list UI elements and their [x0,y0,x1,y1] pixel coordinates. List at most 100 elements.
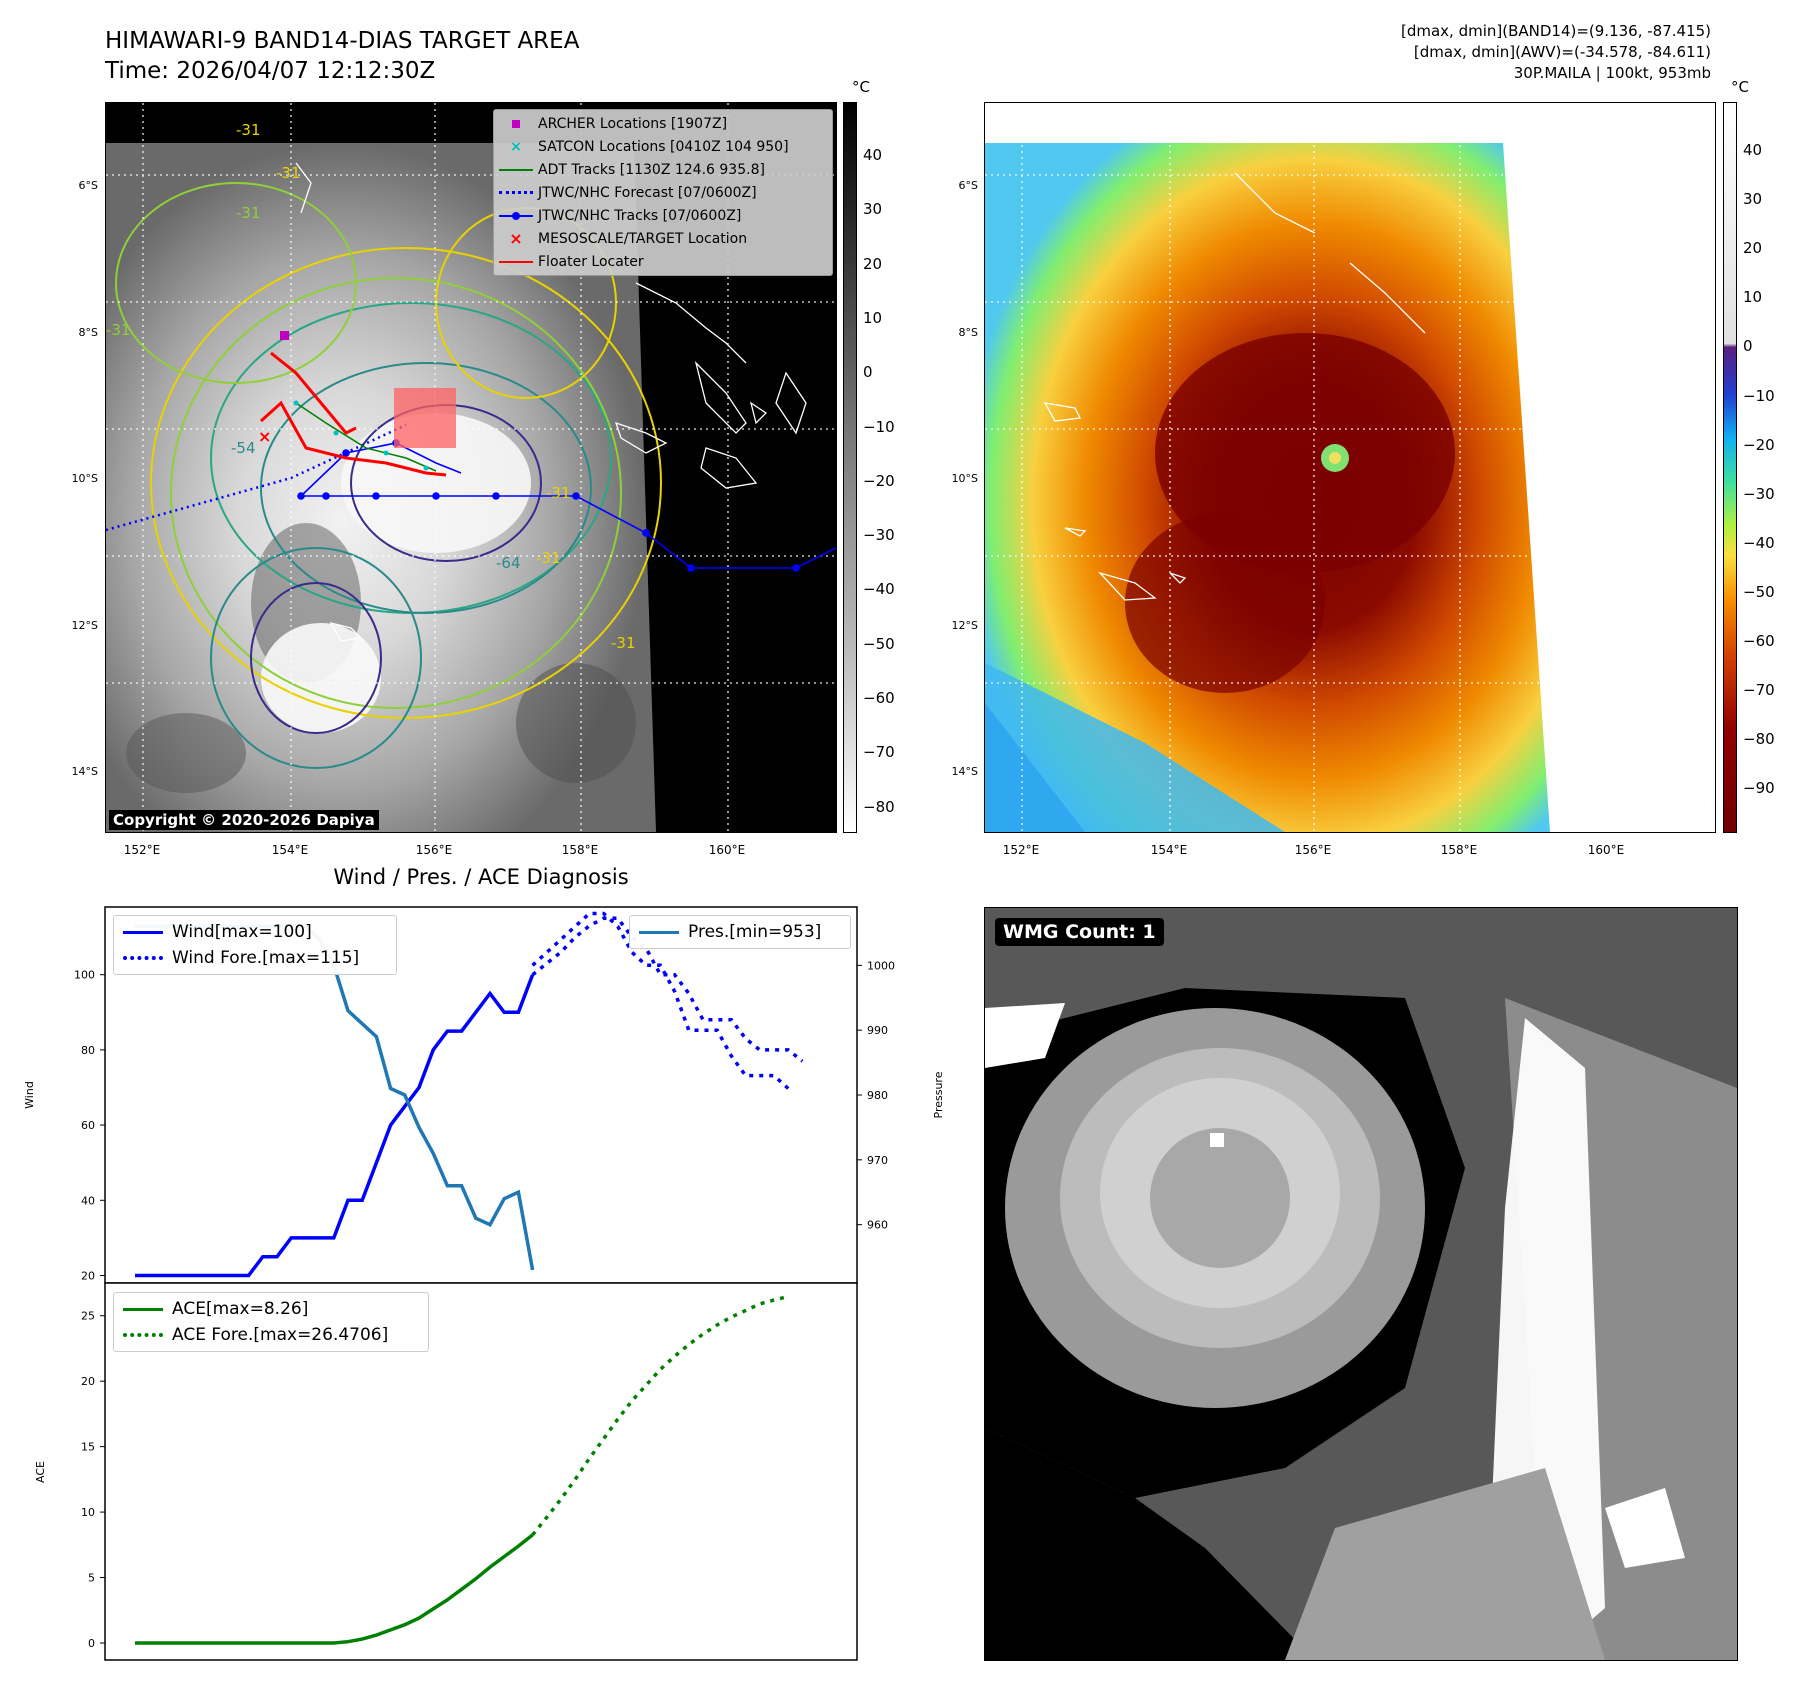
band14-map-panel: × -31 -31 -31 -31 -54 -64 -31 -31 -31 AR… [105,102,837,833]
contour-label: -31 [236,204,261,222]
contour-label: -31 [236,121,261,139]
contour-label: -64 [496,554,521,572]
dotted-line-icon [499,191,533,194]
legend-label: ACE[max=8.26] [172,1299,309,1319]
map-legend: ARCHER Locations [1907Z] × SATCON Locati… [493,109,833,276]
ace-legend: ACE[max=8.26] ACE Fore.[max=26.4706] [113,1292,429,1352]
series-line-3 [531,911,790,1090]
contour-label: -54 [231,439,256,457]
lat-label: 14°S [71,765,98,778]
colorbar-tick-label: −50 [863,634,895,653]
pressure-tick-label: 1000 [867,959,895,972]
legend-floater: Floater Locater [494,250,832,273]
colorbar-tick-label: −70 [1743,681,1775,700]
wind-axis-label: Wind [23,1081,36,1109]
figure-title-line2: Time: 2026/04/07 12:12:30Z [105,58,436,84]
legend-pressure: Pres.[min=953] [630,919,850,945]
pressure-tick-label: 960 [867,1219,888,1232]
info-line3: 30P.MAILA | 100kt, 953mb [1513,64,1711,82]
colorbar-tick-label: −80 [1743,730,1775,749]
lat-label: 14°S [951,765,978,778]
contour-label: -31 [276,164,301,182]
figure-title-line1: HIMAWARI-9 BAND14-DIAS TARGET AREA [105,28,580,54]
series-line-0 [135,974,535,1278]
lat-label: 12°S [951,619,978,632]
colorbar-tick-label: 0 [863,363,873,382]
contour-label: -31 [106,321,131,339]
ace-series-line-1 [531,1294,789,1536]
colorbar-tick-label: −30 [863,526,895,545]
legend-label: ARCHER Locations [1907Z] [538,115,728,132]
svg-text:×: × [258,427,271,446]
lon-label: 154°E [271,843,309,857]
colorbar-tick-label: −60 [1743,632,1775,650]
band14-map-image: × -31 -31 -31 -31 -54 -64 -31 -31 -31 [106,103,836,832]
awv-map-image [985,103,1715,832]
legend-label: JTWC/NHC Tracks [07/0600Z] [538,207,742,224]
ace-tick-label: 15 [81,1441,95,1454]
legend-label: Wind Fore.[max=115] [172,948,360,968]
colorbar-awv [1723,102,1737,833]
ace-tick-label: 10 [81,1506,95,1519]
lon-label: 158°E [561,843,599,857]
wind-tick-label: 80 [81,1044,95,1057]
wmg-image [985,908,1737,1660]
lat-label: 6°S [958,179,978,192]
colorbar-tick-label: −30 [1743,484,1775,503]
lon-label: 154°E [1150,843,1188,857]
legend-label: ADT Tracks [1130Z 124.6 935.8] [538,161,765,178]
line-marker-icon [123,1307,163,1311]
lat-label: 8°S [78,326,98,339]
ace-tick-label: 0 [88,1637,95,1650]
line-marker-icon [639,930,679,934]
dotted-line-icon [123,1333,163,1337]
line-marker-icon [499,168,533,171]
colorbar-tick-label: −40 [1743,533,1775,552]
pressure-axis-label: Pressure [932,1071,945,1118]
colorbar-tick-label: −20 [863,471,895,490]
lon-label: 158°E [1440,843,1478,857]
wmg-panel: WMG Count: 1 [984,907,1738,1661]
colorbar-tick-label: −10 [1743,386,1775,405]
lat-label: 10°S [71,472,98,485]
pressure-tick-label: 980 [867,1089,888,1102]
lon-label: 156°E [1294,843,1332,857]
line-dot-marker-icon [499,211,533,220]
lat-label: 8°S [958,326,978,339]
legend-wind-forecast: Wind Fore.[max=115] [114,945,396,971]
lon-label: 160°E [1587,843,1625,857]
legend-ace-forecast: ACE Fore.[max=26.4706] [114,1322,428,1348]
legend-adt: ADT Tracks [1130Z 124.6 935.8] [494,158,832,181]
contour-label: -31 [546,484,571,502]
legend-wind: Wind[max=100] [114,919,396,945]
legend-label: JTWC/NHC Forecast [07/0600Z] [538,184,757,201]
legend-tracks: JTWC/NHC Tracks [07/0600Z] [494,204,832,227]
colorbar-tick-label: 30 [1743,190,1763,209]
colorbar-tick-label: −80 [863,797,895,816]
lon-label: 156°E [415,843,453,857]
colorbar-tick-label: −10 [863,417,895,436]
colorbar-tick-label: 40 [863,146,883,164]
colorbar-tick-label: 30 [863,200,883,219]
colorbar-gray [843,102,857,833]
contour-label: -31 [611,634,636,652]
colorbar-tick-label: −20 [1743,435,1775,454]
diagnosis-chart-title: Wind / Pres. / ACE Diagnosis [333,865,629,889]
wind-tick-label: 60 [81,1119,95,1132]
series-line-1 [531,916,804,1063]
ace-axis-label: ACE [34,1461,47,1483]
copyright-label: Copyright © 2020-2026 Dapiya [109,810,379,830]
colorbar-tick-label: 20 [863,254,883,273]
legend-forecast: JTWC/NHC Forecast [07/0600Z] [494,181,832,204]
wind-tick-label: 100 [74,969,95,982]
colorbar-tick-label: −90 [1743,779,1775,798]
awv-map-panel [984,102,1716,833]
colorbar-tick-label: 10 [1743,288,1763,307]
lon-label: 160°E [708,843,746,857]
legend-ace: ACE[max=8.26] [114,1296,428,1322]
colorbar-tick-label: −50 [1743,582,1775,601]
colorbar-awv-unit: °C [1731,78,1749,96]
wind-legend: Wind[max=100] Wind Fore.[max=115] [113,915,397,975]
lat-label: 10°S [951,472,978,485]
cross-marker-icon: × [510,138,522,155]
